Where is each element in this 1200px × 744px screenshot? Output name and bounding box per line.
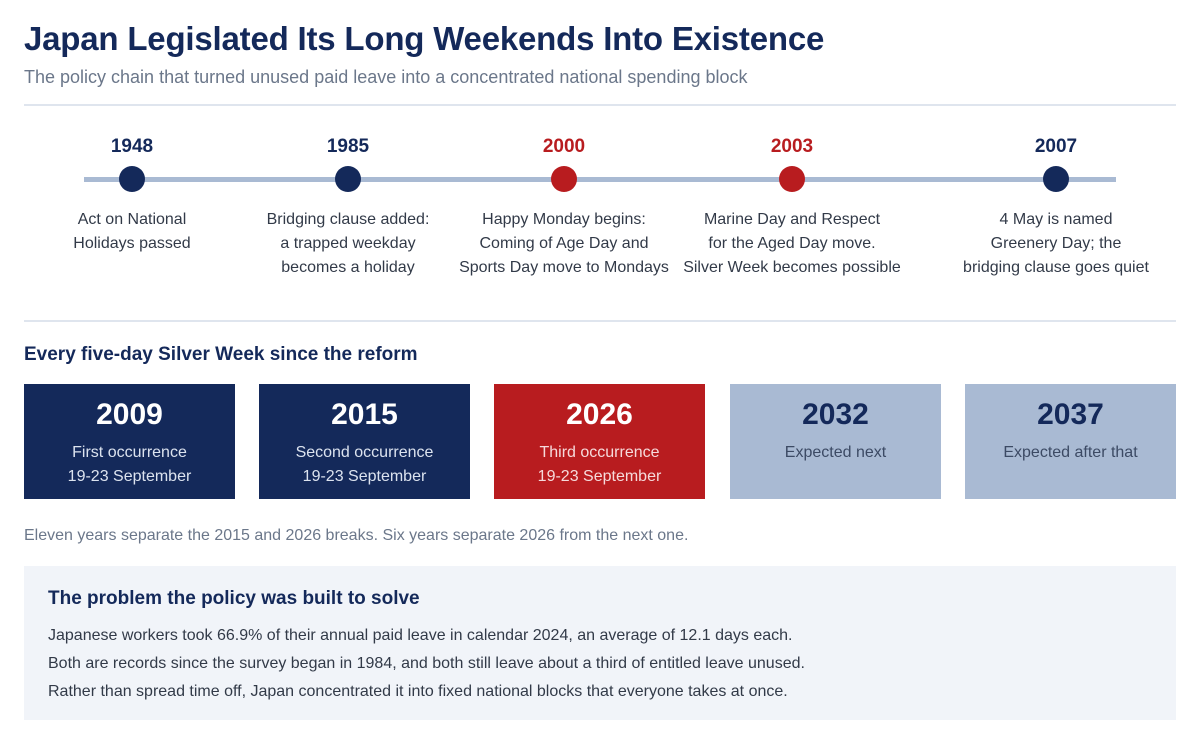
timeline-year-1948: 1948: [110, 136, 154, 157]
timeline-year-2003: 2003: [770, 136, 814, 157]
silver-week-note: Eleven years separate the 2015 and 2026 …: [24, 527, 689, 544]
card-label: Expected after that: [1003, 444, 1138, 461]
page-subtitle: The policy chain that turned unused paid…: [24, 67, 748, 87]
card-year: 2037: [1037, 398, 1104, 431]
card-year: 2009: [96, 398, 163, 431]
timeline-marker-1948: [119, 166, 145, 192]
problem-line-3: Rather than spread time off, Japan conce…: [48, 683, 788, 700]
card-label: Third occurrence: [539, 444, 660, 461]
timeline-event-2007: 4 May is named Greenery Day; the bridgin…: [963, 211, 1149, 276]
problem-line-1: Japanese workers took 66.9% of their ann…: [48, 627, 793, 644]
page-title: Japan Legislated Its Long Weekends Into …: [24, 20, 825, 57]
timeline-marker-2000: [551, 166, 577, 192]
problem-panel: The problem the policy was built to solv…: [24, 566, 1176, 720]
silver-week-heading: Every five-day Silver Week since the ref…: [24, 344, 418, 365]
timeline-marker-1985: [335, 166, 361, 192]
card-dates: 19-23 September: [537, 468, 662, 485]
silver-week-card-2032: 2032 Expected next: [730, 384, 941, 499]
silver-week-card-2009: 2009 First occurrence 19-23 September: [24, 384, 235, 499]
timeline-marker-2007: [1043, 166, 1069, 192]
problem-line-2: Both are records since the survey began …: [48, 655, 805, 672]
timeline-year-2007: 2007: [1034, 136, 1078, 157]
card-label: Expected next: [784, 444, 887, 461]
timeline-year-1985: 1985: [326, 136, 370, 157]
header-divider: [24, 104, 1176, 106]
problem-title: The problem the policy was built to solv…: [48, 588, 420, 609]
card-label: First occurrence: [72, 444, 187, 461]
card-dates: 19-23 September: [302, 468, 427, 485]
timeline-event-1948: Act on National Holidays passed: [73, 211, 191, 252]
silver-week-card-2015: 2015 Second occurrence 19-23 September: [259, 384, 470, 499]
timeline-year-2000: 2000: [542, 136, 586, 157]
card-year: 2026: [566, 398, 633, 431]
silver-week-card-2037: 2037 Expected after that: [965, 384, 1176, 499]
silver-week-card-2026: 2026 Third occurrence 19-23 September: [494, 384, 705, 499]
card-label: Second occurrence: [295, 444, 434, 461]
card-year: 2032: [802, 398, 869, 431]
timeline-event-2003: Marine Day and Respect for the Aged Day …: [683, 211, 901, 276]
timeline-axis: [84, 177, 1116, 182]
card-dates: 19-23 September: [67, 468, 192, 485]
timeline-event-1985: Bridging clause added: a trapped weekday…: [266, 211, 430, 276]
section-divider: [24, 320, 1176, 322]
card-year: 2015: [331, 398, 398, 431]
timeline-marker-2003: [779, 166, 805, 192]
timeline-event-2000: Happy Monday begins: Coming of Age Day a…: [459, 211, 669, 276]
